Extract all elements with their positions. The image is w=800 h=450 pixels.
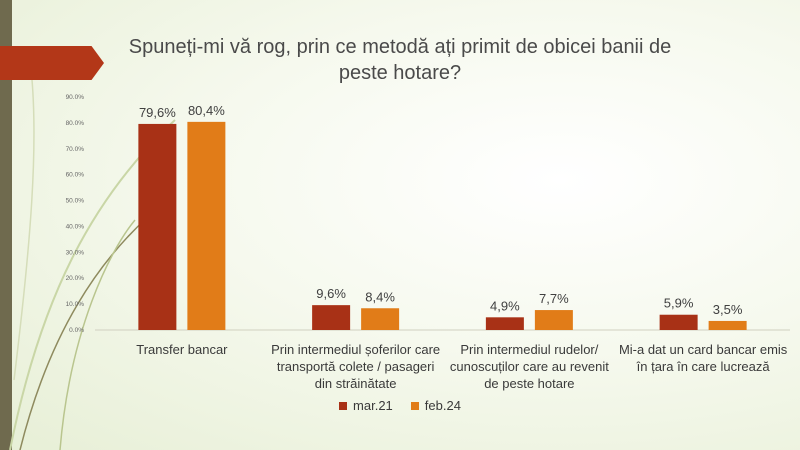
data-label: 7,7% <box>539 291 569 306</box>
y-tick-label: 90.0% <box>66 94 85 101</box>
bar-series1-cat1 <box>138 123 177 331</box>
chart-legend: mar.21 feb.24 <box>0 398 800 413</box>
bar-series2-cat2 <box>361 308 400 330</box>
title-arrow-banner <box>0 46 104 80</box>
y-tick-label: 80.0% <box>66 120 85 127</box>
y-tick-label: 10.0% <box>66 301 85 308</box>
legend-label-series1: mar.21 <box>353 398 393 413</box>
legend-swatch-series2 <box>410 401 419 410</box>
chart-title: Spuneți-mi vă rog, prin ce metodă ați pr… <box>128 36 672 84</box>
y-tick-label: 70.0% <box>66 146 85 153</box>
bar-series2-cat3 <box>534 310 573 330</box>
y-tick-label: 60.0% <box>66 172 85 179</box>
legend-item-series1: mar.21 <box>339 398 393 413</box>
legend-label-series2: feb.24 <box>424 398 461 413</box>
y-tick-label: 20.0% <box>66 275 85 282</box>
y-tick-label: 30.0% <box>66 249 85 256</box>
data-label: 79,6% <box>139 105 176 120</box>
legend-swatch-series1 <box>339 401 348 410</box>
legend-item-series2: feb.24 <box>410 398 461 413</box>
category-label: Prin intermediul rudelor/ cunoscuților c… <box>449 342 609 391</box>
data-label: 80,4% <box>188 103 225 118</box>
category-label: Transfer bancar <box>136 342 228 357</box>
bar-series1-cat4 <box>659 314 698 330</box>
bar-series2-cat4 <box>708 320 747 330</box>
left-decor-bar <box>0 0 12 450</box>
y-tick-label: 50.0% <box>66 198 85 205</box>
bar-series1-cat3 <box>485 317 524 330</box>
category-label: Mi-a dat un card bancar emis în țara în … <box>618 342 788 374</box>
bar-series2-cat1 <box>187 121 226 330</box>
data-label: 5,9% <box>664 296 694 311</box>
y-tick-label: 40.0% <box>66 223 85 230</box>
bar-series1-cat2 <box>312 305 351 330</box>
data-label: 9,6% <box>316 286 346 301</box>
data-label: 3,5% <box>713 302 743 317</box>
data-label: 8,4% <box>365 289 395 304</box>
category-label: Prin intermediul șoferilor care transpor… <box>271 342 441 391</box>
data-label: 4,9% <box>490 298 520 313</box>
y-tick-label: 0.0% <box>69 327 84 334</box>
